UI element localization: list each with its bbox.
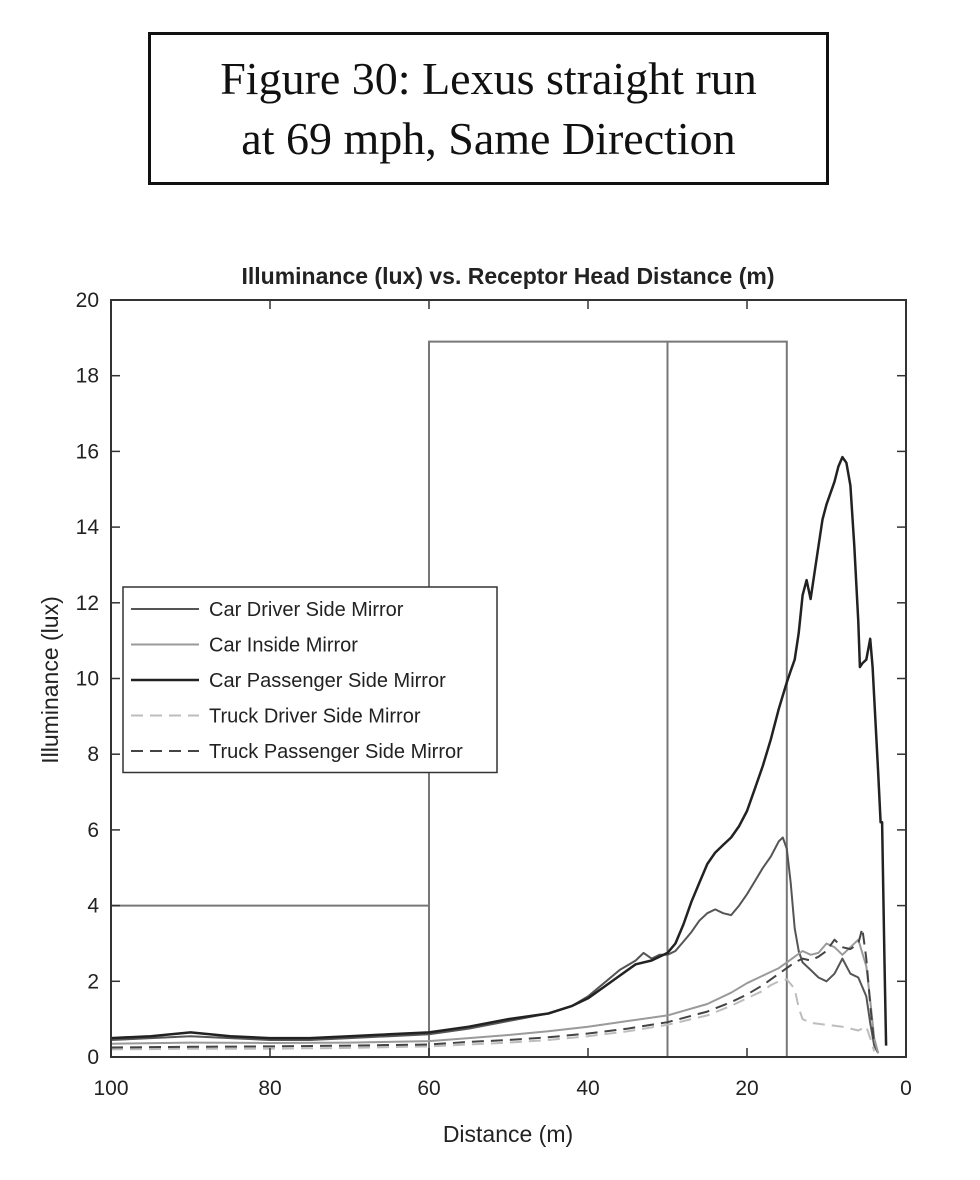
y-tick-label: 10 (76, 668, 99, 691)
series-line-5 (110, 927, 876, 1049)
legend-label-4: Truck Driver Side Mirror (209, 706, 421, 728)
figure-caption-line-2: at 69 mph, Same Direction (241, 112, 736, 164)
x-tick-label: 60 (417, 1077, 440, 1100)
y-tick-label: 6 (87, 819, 99, 842)
y-tick-label: 18 (76, 365, 99, 388)
x-tick-label: 20 (735, 1077, 758, 1100)
chart-title: Illuminance (lux) vs. Receptor Head Dist… (242, 263, 775, 289)
x-tick-label: 40 (576, 1077, 599, 1100)
legend-label-5: Truck Passenger Side Mirror (209, 741, 463, 763)
y-axis-title: Illuminance (lux) (37, 596, 63, 763)
series-line-3 (110, 455, 888, 1046)
legend-label-3: Car Passenger Side Mirror (209, 670, 446, 692)
legend-label-2: Car Inside Mirror (209, 635, 358, 657)
series-line-4 (110, 978, 876, 1052)
y-tick-label: 14 (76, 516, 100, 539)
y-tick-label: 20 (76, 289, 99, 312)
x-tick-label: 80 (258, 1077, 281, 1100)
y-tick-label: 0 (87, 1046, 99, 1069)
x-axis-title: Distance (m) (443, 1121, 573, 1147)
x-tick-label: 0 (900, 1077, 912, 1100)
series-line-1 (110, 836, 880, 1054)
y-tick-label: 16 (76, 440, 99, 463)
x-tick-label: 100 (93, 1077, 128, 1100)
y-tick-label: 8 (87, 743, 99, 766)
figure-caption-line-1: Figure 30: Lexus straight run (220, 52, 757, 104)
y-tick-label: 4 (87, 895, 99, 918)
figure-caption-box: Figure 30: Lexus straight run at 69 mph,… (148, 32, 829, 185)
y-tick-label: 2 (87, 970, 99, 993)
series-line-2 (110, 938, 880, 1054)
y-tick-label: 12 (76, 592, 99, 615)
legend-label-1: Car Driver Side Mirror (209, 599, 404, 621)
